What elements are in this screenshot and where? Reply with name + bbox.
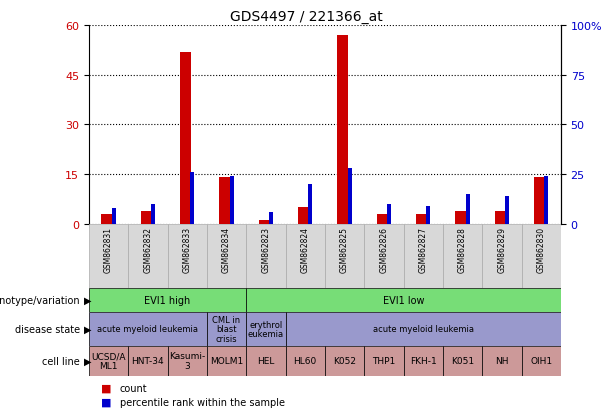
Bar xyxy=(286,312,561,346)
Bar xyxy=(364,224,403,288)
Bar xyxy=(230,177,234,224)
Bar xyxy=(167,346,207,376)
Bar xyxy=(246,346,286,376)
Text: erythrol
eukemia: erythrol eukemia xyxy=(248,320,284,339)
Text: GSM862828: GSM862828 xyxy=(458,227,467,273)
Bar xyxy=(219,178,230,224)
Text: acute myeloid leukemia: acute myeloid leukemia xyxy=(373,325,474,334)
Bar xyxy=(128,224,167,288)
Bar xyxy=(325,224,364,288)
Text: ▶: ▶ xyxy=(84,295,91,305)
Bar xyxy=(387,204,391,224)
Bar xyxy=(191,173,194,224)
Bar xyxy=(167,224,207,288)
Bar xyxy=(207,312,246,346)
Bar xyxy=(495,211,506,224)
Bar xyxy=(377,214,388,224)
Bar xyxy=(443,224,482,288)
Bar xyxy=(455,211,466,224)
Bar xyxy=(259,221,270,224)
Text: ■: ■ xyxy=(101,383,112,393)
Text: MOLM1: MOLM1 xyxy=(210,356,243,366)
Text: GSM862823: GSM862823 xyxy=(261,227,270,273)
Bar xyxy=(522,224,561,288)
Text: NH: NH xyxy=(495,356,509,366)
Bar xyxy=(246,312,286,346)
Text: GSM862829: GSM862829 xyxy=(497,227,506,273)
Text: ▶: ▶ xyxy=(84,356,91,366)
Text: CML in
blast
crisis: CML in blast crisis xyxy=(213,315,241,343)
Bar xyxy=(416,214,427,224)
Text: HL60: HL60 xyxy=(294,356,317,366)
Text: GSM862826: GSM862826 xyxy=(379,227,389,273)
Text: GSM862827: GSM862827 xyxy=(419,227,428,273)
Text: GSM862825: GSM862825 xyxy=(340,227,349,273)
Text: GSM862831: GSM862831 xyxy=(104,227,113,273)
Text: OIH1: OIH1 xyxy=(530,356,552,366)
Bar xyxy=(325,346,364,376)
Bar xyxy=(207,346,246,376)
Bar xyxy=(102,214,112,224)
Bar xyxy=(207,224,246,288)
Text: HNT-34: HNT-34 xyxy=(132,356,164,366)
Bar xyxy=(544,177,548,224)
Bar xyxy=(246,224,286,288)
Bar xyxy=(482,346,522,376)
Text: UCSD/A
ML1: UCSD/A ML1 xyxy=(91,351,126,370)
Bar xyxy=(89,312,207,346)
Text: K052: K052 xyxy=(333,356,356,366)
Text: GSM862830: GSM862830 xyxy=(537,227,546,273)
Bar xyxy=(427,206,430,224)
Text: GSM862824: GSM862824 xyxy=(301,227,310,273)
Bar xyxy=(89,288,246,312)
Bar xyxy=(403,224,443,288)
Text: Kasumi-
3: Kasumi- 3 xyxy=(169,351,205,370)
Text: GDS4497 / 221366_at: GDS4497 / 221366_at xyxy=(230,10,383,24)
Bar xyxy=(308,185,312,224)
Bar xyxy=(443,346,482,376)
Text: EVI1 low: EVI1 low xyxy=(383,295,424,305)
Text: disease state: disease state xyxy=(15,324,80,334)
Bar xyxy=(482,224,522,288)
Text: THP1: THP1 xyxy=(372,356,395,366)
Text: percentile rank within the sample: percentile rank within the sample xyxy=(120,397,284,407)
Text: K051: K051 xyxy=(451,356,474,366)
Bar xyxy=(364,346,403,376)
Bar xyxy=(505,197,509,224)
Bar xyxy=(534,178,545,224)
Bar xyxy=(298,208,309,224)
Bar xyxy=(128,346,167,376)
Bar xyxy=(89,224,128,288)
Text: GSM862834: GSM862834 xyxy=(222,227,231,273)
Bar xyxy=(348,169,352,224)
Bar xyxy=(403,346,443,376)
Bar xyxy=(112,209,116,224)
Bar xyxy=(286,346,325,376)
Text: HEL: HEL xyxy=(257,356,275,366)
Bar xyxy=(466,195,470,224)
Bar xyxy=(338,36,348,224)
Text: acute myeloid leukemia: acute myeloid leukemia xyxy=(97,325,199,334)
Bar xyxy=(151,204,155,224)
Text: cell line: cell line xyxy=(42,356,80,366)
Bar xyxy=(286,224,325,288)
Bar xyxy=(522,346,561,376)
Bar xyxy=(269,212,273,224)
Text: GSM862833: GSM862833 xyxy=(183,227,192,273)
Text: count: count xyxy=(120,383,147,393)
Text: EVI1 high: EVI1 high xyxy=(145,295,191,305)
Text: genotype/variation: genotype/variation xyxy=(0,295,80,305)
Bar xyxy=(89,346,128,376)
Bar xyxy=(180,52,191,224)
Text: ■: ■ xyxy=(101,397,112,407)
Text: ▶: ▶ xyxy=(84,324,91,334)
Bar xyxy=(141,211,152,224)
Text: FKH-1: FKH-1 xyxy=(410,356,436,366)
Bar xyxy=(246,288,561,312)
Text: GSM862832: GSM862832 xyxy=(143,227,153,273)
